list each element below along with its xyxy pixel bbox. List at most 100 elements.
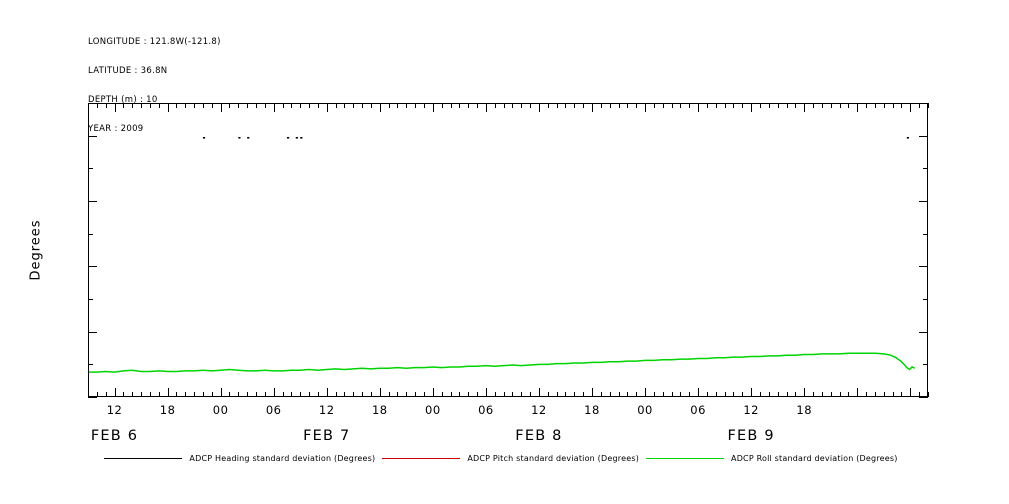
tick-mark (247, 103, 249, 108)
tick-mark (706, 103, 708, 108)
tick-mark (923, 299, 928, 300)
tick-mark (821, 103, 823, 108)
tick-mark (857, 388, 859, 397)
tick-mark (627, 392, 629, 397)
tick-mark (724, 392, 726, 397)
tick-mark (362, 392, 364, 397)
data-point (247, 136, 250, 139)
tick-mark (636, 103, 638, 108)
tick-mark (565, 103, 567, 108)
tick-mark (919, 135, 928, 137)
tick-mark (910, 103, 912, 112)
tick-mark (123, 392, 125, 397)
x-tick-label: 06 (265, 403, 282, 417)
tick-mark (530, 103, 532, 108)
tick-mark (530, 392, 532, 397)
tick-mark (88, 299, 93, 300)
day-label: FEB 9 (727, 428, 775, 444)
tick-mark (105, 392, 107, 397)
tick-mark (397, 392, 399, 397)
tick-mark (123, 103, 125, 108)
tick-mark (680, 392, 682, 397)
x-tick-label: 06 (690, 403, 706, 417)
tick-mark (848, 392, 850, 397)
tick-mark (370, 392, 372, 397)
tick-mark (538, 103, 540, 112)
tick-mark (609, 103, 611, 108)
tick-mark (874, 392, 876, 397)
tick-mark (300, 103, 302, 108)
tick-mark (919, 331, 928, 333)
tick-mark (556, 103, 558, 108)
legend-item[interactable]: ADCP Roll standard deviation (Degrees) (646, 454, 905, 463)
tick-mark (353, 103, 355, 108)
tick-mark (583, 103, 585, 108)
tick-mark (768, 103, 770, 108)
tick-mark (149, 103, 151, 108)
tick-mark (415, 103, 417, 108)
tick-mark (512, 103, 514, 108)
tick-mark (211, 392, 213, 397)
tick-mark (592, 103, 593, 112)
data-series-layer (88, 136, 916, 373)
tick-mark (264, 103, 266, 108)
tick-mark (618, 103, 620, 108)
tick-mark (477, 392, 479, 397)
tick-mark (335, 392, 337, 397)
tick-mark (839, 392, 841, 397)
tick-mark (547, 392, 549, 397)
tick-mark (220, 388, 222, 397)
day-label: FEB 8 (515, 428, 563, 444)
tick-mark (923, 103, 928, 104)
legend-item[interactable]: ADCP Heading standard deviation (Degrees… (104, 454, 382, 463)
tick-mark (370, 103, 372, 108)
tick-mark (919, 392, 921, 397)
tick-mark (583, 392, 585, 397)
tick-mark (406, 103, 408, 108)
tick-mark (326, 103, 328, 112)
tick-mark (317, 103, 319, 108)
tick-mark (291, 103, 293, 108)
tick-mark (202, 103, 204, 108)
tick-mark (141, 103, 143, 108)
data-point (202, 136, 206, 139)
tick-mark (919, 266, 928, 268)
legend-item[interactable]: ADCP Pitch standard deviation (Degrees) (382, 454, 646, 463)
tick-mark (503, 392, 505, 397)
tick-mark (795, 392, 797, 397)
tick-mark (556, 392, 558, 397)
tick-mark (273, 388, 275, 397)
tick-mark (857, 103, 859, 112)
tick-mark (114, 103, 116, 112)
tick-mark (326, 388, 328, 397)
tick-mark (923, 364, 928, 366)
tick-mark (901, 103, 903, 108)
tick-mark (379, 103, 381, 112)
x-tick-label: 18 (159, 403, 176, 417)
longitude-text: LONGITUDE : 121.8W(-121.8) (88, 37, 221, 48)
tick-mark (494, 103, 496, 108)
tick-mark (194, 392, 196, 397)
x-tick-label: 06 (478, 403, 494, 417)
tick-mark (910, 388, 912, 397)
tick-mark (114, 388, 116, 397)
tick-mark (777, 392, 779, 397)
tick-mark (450, 103, 452, 108)
tick-mark (923, 168, 928, 170)
tick-mark (645, 388, 647, 397)
tick-mark (600, 392, 602, 397)
tick-mark (485, 103, 487, 112)
tick-mark (609, 392, 611, 397)
tick-mark (742, 392, 744, 397)
tick-mark (88, 168, 93, 170)
tick-mark (742, 103, 744, 108)
tick-mark (88, 266, 97, 268)
tick-mark (512, 392, 514, 397)
data-point (906, 136, 909, 139)
tick-mark (600, 103, 602, 108)
tick-mark (194, 103, 196, 108)
tick-mark (88, 201, 97, 202)
tick-mark (202, 392, 204, 397)
tick-mark (901, 392, 903, 397)
x-tick-label: 12 (531, 403, 547, 417)
